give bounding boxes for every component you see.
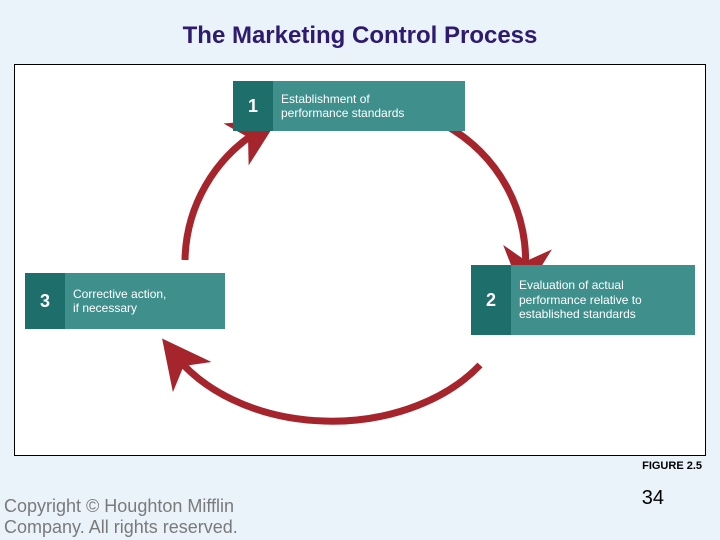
copyright-line1: Copyright © Houghton Mifflin [4, 496, 234, 516]
arrow-3-to-1 [185, 130, 260, 260]
slide-title: The Marketing Control Process [0, 22, 720, 50]
node-2: 2 Evaluation of actualperformance relati… [471, 265, 695, 335]
node-3: 3 Corrective action,if necessary [25, 273, 225, 329]
node-1: 1 Establishment ofperformance standards [233, 81, 465, 131]
copyright-line2: Company. All rights reserved. [4, 517, 238, 537]
page-number: 34 [642, 487, 664, 510]
node-3-number: 3 [25, 273, 65, 329]
figure-label: FIGURE 2.5 [642, 460, 702, 472]
diagram-panel: 1 Establishment ofperformance standards … [14, 64, 706, 456]
copyright: Copyright © Houghton Mifflin Company. Al… [4, 496, 238, 538]
node-1-label: Establishment ofperformance standards [273, 81, 465, 131]
node-2-number: 2 [471, 265, 511, 335]
node-1-number: 1 [233, 81, 273, 131]
node-3-label: Corrective action,if necessary [65, 273, 225, 329]
arrow-1-to-2 [445, 125, 526, 275]
node-2-label: Evaluation of actualperformance relative… [511, 265, 695, 335]
arrow-2-to-3 [175, 355, 480, 421]
slide: The Marketing Control Process 1 Establis… [0, 0, 720, 540]
